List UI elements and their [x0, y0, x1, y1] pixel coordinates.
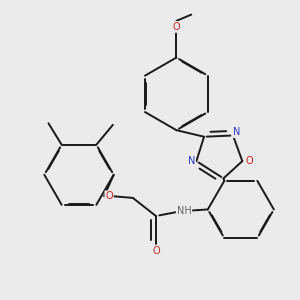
Text: NH: NH — [177, 206, 191, 216]
Text: N: N — [232, 127, 240, 137]
Text: O: O — [245, 156, 253, 166]
Text: O: O — [152, 246, 160, 256]
Text: O: O — [105, 191, 113, 201]
Text: O: O — [172, 22, 180, 32]
Text: N: N — [188, 156, 195, 166]
